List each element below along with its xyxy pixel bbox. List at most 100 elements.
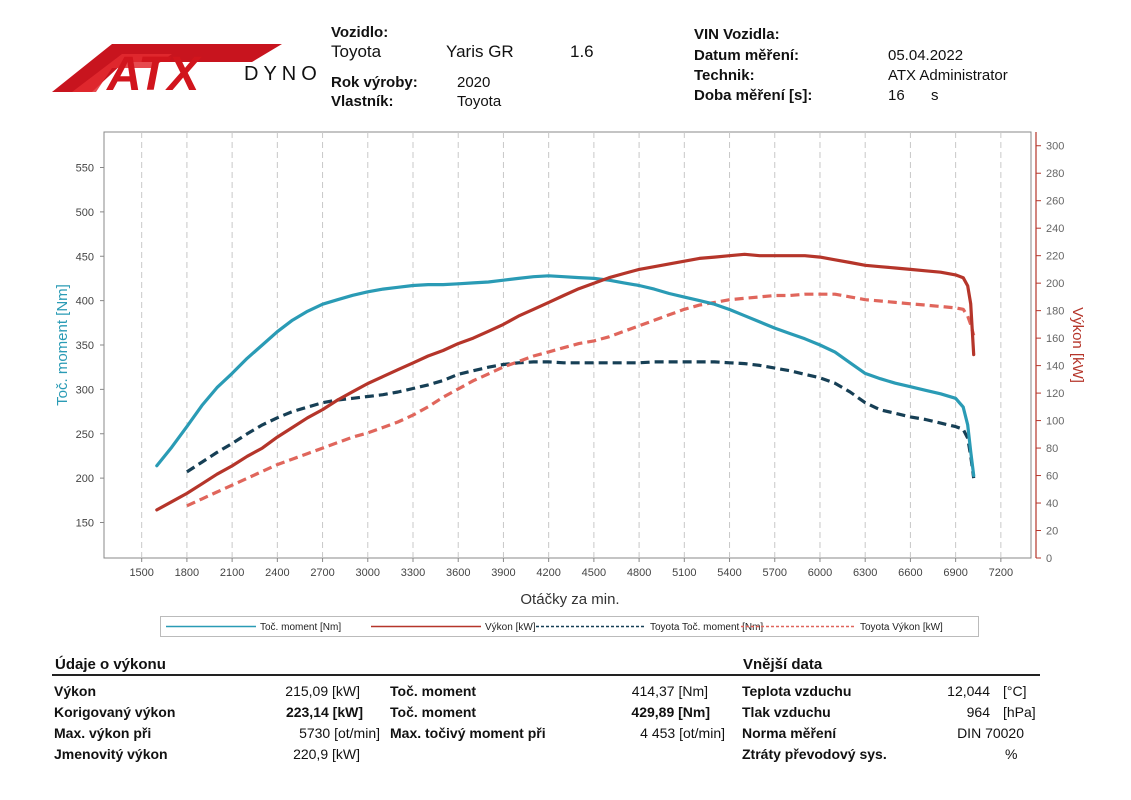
atx-logo-graphic: ATX DYNO [52,44,322,101]
y-right-tick-label: 20 [1046,526,1058,538]
y-right-tick-label: 280 [1046,168,1064,180]
x-tick-label: 5100 [672,567,696,579]
x-tick-label: 2400 [265,567,289,579]
vehicle-engine: 1.6 [570,42,594,61]
x-tick-label: 2700 [310,567,334,579]
duration-unit: s [931,87,939,104]
max-power-rpm-label: Max. výkon při [54,725,152,741]
power-label: Výkon [54,683,97,699]
y-right-tick-label: 60 [1046,471,1058,483]
x-tick-label: 6900 [943,567,967,579]
pressure-value: 964 [966,704,990,720]
tech-label: Technik: [694,67,755,84]
torque2-label: Toč. moment [390,704,477,720]
y-right-tick-label: 80 [1046,443,1058,455]
x-tick-label: 6300 [853,567,877,579]
y-axis-left-label: Toč. moment [Nm] [54,284,71,406]
y-left-tick-label: 500 [76,207,94,219]
x-tick-label: 5400 [717,567,741,579]
x-tick-label: 6600 [898,567,922,579]
x-tick-label: 2100 [220,567,244,579]
torque-value: 414,37 [Nm] [631,683,708,699]
y-right-tick-label: 0 [1046,553,1052,565]
vehicle-label: Vozidlo: [331,24,389,41]
duration-value: 16 [888,87,905,104]
y-right-tick-label: 220 [1046,251,1064,263]
x-tick-label: 7200 [989,567,1013,579]
max-torque-rpm-label: Max. točivý moment při [390,725,546,741]
temp-unit: [°C] [1003,683,1027,699]
logo-sub: DYNO [244,63,322,85]
external-title: Vnější data [743,656,823,673]
x-tick-label: 5700 [763,567,787,579]
x-tick-label: 6000 [808,567,832,579]
pressure-unit: [hPa] [1003,704,1036,720]
y-left-tick-label: 400 [76,296,94,308]
y-right-tick-label: 300 [1046,141,1064,153]
norm-label: Norma měření [742,725,837,741]
y-axis-right-ticks: 0 20 40 60 80 100 120 140 160 180 200 220 240 260 280 3… [1035,132,1064,565]
x-tick-label: 4500 [582,567,606,579]
temp-label: Teplota vzduchu [742,683,852,699]
x-tick-label: 4200 [536,567,560,579]
series-group [155,252,976,512]
power-value: 215,09 [kW] [285,683,360,699]
y-left-tick-label: 300 [76,384,94,396]
y-axis-left-ticks: 150 200 250 300 350 400 450 500 550 [76,163,104,530]
x-tick-label: 3000 [356,567,380,579]
y-right-tick-label: 260 [1046,196,1064,208]
logo: ATX DYNO [52,40,332,101]
series-line-torque [155,274,976,478]
year-label: Rok výroby: [331,74,418,91]
year-value: 2020 [457,74,491,91]
date-label: Datum měření: [694,47,800,64]
legend-label: Toyota Výkon [kW] [860,622,943,633]
dyno-chart: 150 200 250 300 350 400 450 500 550 0 20 40 60 80 100… [54,131,1086,608]
x-axis-ticks: 1500 1800 2100 2400 2700 3000 3300 3600 3900 4200… [129,558,1013,579]
series-line-ref-torque [186,360,976,479]
performance-rule [52,674,742,676]
legend-label: Toyota Toč. moment [Nm] [650,622,763,633]
corrected-power-value: 223,14 [kW] [285,704,363,720]
tech-value: ATX Administrator [888,67,1008,84]
series-line-power [155,252,976,512]
torque-label: Toč. moment [390,683,477,699]
plot-area [103,131,1032,559]
torque2-value: 429,89 [Nm] [631,704,710,720]
corrected-power-label: Korigovaný výkon [54,704,176,720]
owner-value: Toyota [457,93,502,110]
loss-unit: % [1005,746,1018,762]
x-tick-label: 3300 [401,567,425,579]
y-right-tick-label: 140 [1046,361,1064,373]
date-value: 05.04.2022 [888,47,964,64]
performance-title: Údaje o výkonu [55,656,166,673]
chart-legend: Toč. moment [Nm] Výkon [kW] Toyota Toč. mo… [160,616,979,637]
owner-label: Vlastník: [331,93,394,110]
y-right-tick-label: 100 [1046,416,1064,428]
y-left-tick-label: 250 [76,429,94,441]
max-power-rpm-value: 5730 [ot/min] [299,725,380,741]
vin-label: VIN Vozidla: [694,26,780,43]
x-axis-label: Otáčky za min. [520,591,619,608]
y-left-tick-label: 350 [76,340,94,352]
series-line-ref-power [186,292,976,508]
vehicle-make: Toyota [331,42,382,61]
pressure-label: Tlak vzduchu [742,704,831,720]
vehicle-model: Yaris GR [446,42,514,61]
y-left-tick-label: 450 [76,251,94,263]
y-right-tick-label: 160 [1046,333,1064,345]
y-left-tick-label: 200 [76,473,94,485]
y-left-tick-label: 550 [76,163,94,175]
rated-power-value: 220,9 [kW] [293,746,360,762]
legend-label: Výkon [kW] [485,622,536,633]
legend-items: Toč. moment [Nm] Výkon [kW] Toyota Toč. mo… [166,622,943,633]
x-tick-label: 3600 [446,567,470,579]
logo-brand: ATX [106,48,202,100]
grid-lines [141,132,1002,558]
duration-label: Doba měření [s]: [694,87,813,104]
loss-label: Ztráty převodový sys. [742,746,887,762]
norm-value: DIN 70020 [957,725,1024,741]
y-axis-right-label: Výkon [kW] [1069,307,1086,383]
y-right-tick-label: 120 [1046,388,1064,400]
legend-label: Toč. moment [Nm] [260,622,341,633]
